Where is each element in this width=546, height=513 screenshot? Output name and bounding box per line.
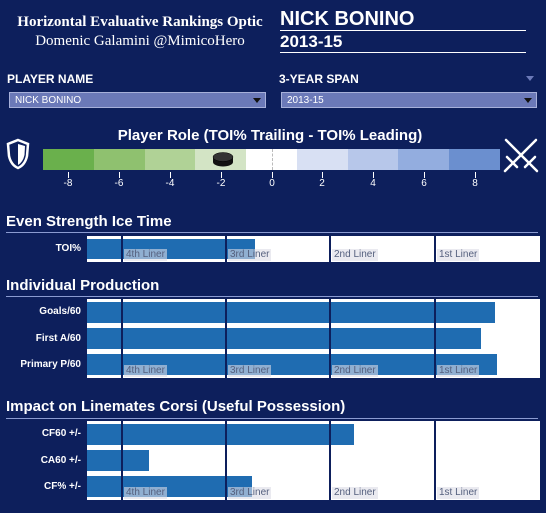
- metric-bar: [87, 302, 495, 323]
- corsi-panel: 4th Liner 3rd Liner 2nd Liner 1st Liner: [87, 421, 540, 500]
- tier-label: 2nd Liner: [332, 365, 378, 377]
- chevron-down-icon: [253, 98, 261, 103]
- player-role-scale: [43, 149, 501, 170]
- metric-label: CF60 +/-: [41, 428, 81, 439]
- tier-divider: [225, 299, 227, 378]
- chevron-down-icon: [524, 98, 532, 103]
- zero-marker: [272, 149, 273, 170]
- tier-label: 1st Liner: [437, 249, 480, 261]
- metric-label: CA60 +/-: [40, 455, 81, 466]
- span-select-value: 2013-15: [287, 95, 324, 106]
- player-name-select[interactable]: NICK BONINO: [9, 92, 266, 108]
- role-tick: [322, 172, 323, 178]
- role-scale-segment: [93, 149, 145, 170]
- app-title: Horizontal Evaluative Rankings Optic: [17, 14, 263, 30]
- toi-panel: 4th Liner 3rd Liner 2nd Liner 1st Liner: [87, 236, 540, 262]
- role-tick-label: -8: [63, 178, 73, 189]
- role-tick-label: 2: [319, 178, 325, 189]
- tier-label: 1st Liner: [437, 365, 480, 377]
- role-tick-label: 6: [421, 178, 427, 189]
- tier-label: 3rd Liner: [228, 249, 272, 261]
- tier-divider: [121, 299, 123, 378]
- role-tick: [119, 172, 120, 178]
- player-name-label: PLAYER NAME: [7, 72, 94, 86]
- section-divider: [6, 232, 538, 233]
- span-select[interactable]: 2013-15: [281, 92, 537, 108]
- metric-label: CF% +/-: [44, 481, 81, 492]
- span-heading: 2013-15: [280, 32, 526, 53]
- role-tick: [221, 172, 222, 178]
- tier-divider: [434, 299, 436, 378]
- shield-icon: [6, 138, 30, 170]
- role-tick-label: 4: [370, 178, 376, 189]
- metric-label: Primary P/60: [20, 359, 81, 370]
- tier-divider: [121, 236, 123, 262]
- role-scale-segment: [43, 149, 94, 170]
- role-tick: [475, 172, 476, 178]
- role-tick-label: -2: [216, 178, 226, 189]
- tier-label: 4th Liner: [124, 365, 167, 377]
- production-panel: 4th Liner 3rd Liner 2nd Liner 1st Liner: [87, 299, 540, 378]
- role-scale-segment: [246, 149, 297, 170]
- player-role-title: Player Role (TOI% Trailing - TOI% Leadin…: [117, 127, 423, 144]
- metric-bar: [87, 450, 149, 471]
- role-tick-label: -6: [114, 178, 124, 189]
- metric-label: First A/60: [35, 333, 81, 344]
- tier-label: 4th Liner: [124, 249, 167, 261]
- role-tick-label: 8: [472, 178, 478, 189]
- section-title-toi: Even Strength Ice Time: [6, 213, 172, 230]
- role-tick: [424, 172, 425, 178]
- tier-divider: [329, 299, 331, 378]
- tier-label: 1st Liner: [437, 487, 480, 499]
- role-tick: [68, 172, 69, 178]
- app-author: Domenic Galamini @MimicoHero: [35, 33, 245, 49]
- tier-divider: [225, 236, 227, 262]
- role-tick: [170, 172, 171, 178]
- role-tick: [272, 172, 273, 178]
- role-tick-label: -4: [165, 178, 175, 189]
- role-scale-segment: [398, 149, 450, 170]
- span-label: 3-YEAR SPAN: [279, 72, 359, 86]
- tier-label: 2nd Liner: [332, 487, 378, 499]
- tier-divider: [434, 236, 436, 262]
- tier-label: 3rd Liner: [228, 365, 272, 377]
- tier-divider: [121, 421, 123, 500]
- puck-marker-icon: [212, 152, 234, 167]
- role-scale-segment: [347, 149, 399, 170]
- tier-divider: [434, 421, 436, 500]
- span-dropdown-icon[interactable]: [526, 76, 534, 81]
- tier-divider: [329, 236, 331, 262]
- section-divider: [6, 296, 538, 297]
- crossed-swords-icon: [503, 138, 539, 173]
- role-scale-segment: [144, 149, 196, 170]
- role-scale-segment: [449, 149, 501, 170]
- metric-label: Goals/60: [39, 306, 81, 317]
- tier-divider: [225, 421, 227, 500]
- tier-label: 4th Liner: [124, 487, 167, 499]
- metric-bar: [87, 424, 354, 445]
- player-name-select-value: NICK BONINO: [15, 95, 82, 106]
- metric-bar: [87, 354, 497, 375]
- role-tick-label: 0: [269, 178, 275, 189]
- section-title-production: Individual Production: [6, 277, 160, 294]
- tier-divider: [329, 421, 331, 500]
- metric-label: TOI%: [55, 243, 81, 254]
- section-title-corsi: Impact on Linemates Corsi (Useful Posses…: [6, 398, 346, 415]
- metric-bar: [87, 328, 481, 349]
- player-name-heading: NICK BONINO: [280, 8, 526, 31]
- role-tick: [373, 172, 374, 178]
- tier-label: 3rd Liner: [228, 487, 272, 499]
- role-scale-segment: [296, 149, 348, 170]
- section-divider: [6, 418, 538, 419]
- tier-label: 2nd Liner: [332, 249, 378, 261]
